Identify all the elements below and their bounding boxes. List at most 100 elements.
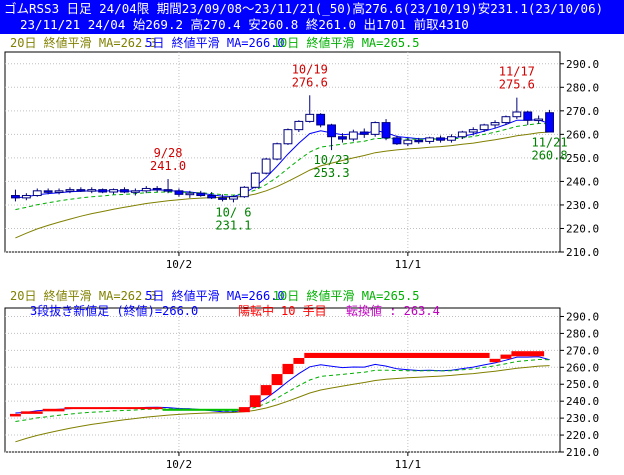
break-brick: [304, 352, 490, 358]
candle-body: [76, 189, 86, 192]
candle-body: [327, 124, 336, 138]
break-brick: [64, 407, 163, 410]
upper-ma-line: [15, 122, 550, 211]
candle-body: [98, 189, 108, 193]
break-brick: [238, 407, 250, 413]
lower-info-text: 10 手目: [281, 304, 327, 318]
candle-body: [11, 195, 20, 199]
candle-body: [207, 195, 217, 199]
upper-ytick-label: 270.0: [566, 105, 599, 118]
candle-body: [425, 137, 435, 142]
candle-body: [305, 113, 315, 122]
upper-xtick-label: 10/2: [166, 258, 193, 271]
header-title-line: ゴムRSS3 日足 24/04限 期間23/09/08～23/11/21(_50…: [4, 1, 604, 16]
lower-ytick-label: 210.0: [566, 446, 599, 459]
candle-body: [294, 120, 304, 131]
annotation-date: 9/28: [154, 146, 183, 160]
upper-plot-area: [4, 51, 561, 253]
upper-ytick-label: 290.0: [566, 58, 599, 71]
annotation-date: 10/19: [292, 62, 328, 76]
lower-ytick-label: 220.0: [566, 429, 599, 442]
candle-body: [479, 124, 489, 131]
lower-ytick-label: 290.0: [566, 310, 599, 323]
annotation-value: 231.1: [215, 218, 251, 232]
break-brick: [282, 363, 294, 375]
upper-ma-line: [15, 131, 550, 239]
candle-body: [348, 131, 358, 140]
upper-ytick-label: 280.0: [566, 81, 599, 94]
candle-body: [392, 137, 402, 145]
lower-ytick-label: 240.0: [566, 395, 599, 408]
break-brick: [20, 411, 43, 414]
lower-xtick-label: 10/2: [166, 458, 193, 471]
annotation-value: 253.3: [313, 166, 349, 180]
candle-body: [414, 139, 424, 143]
candle-body: [501, 116, 511, 124]
annotation-value: 275.6: [499, 78, 535, 92]
candle-body: [141, 187, 151, 192]
candle-body: [272, 143, 282, 160]
upper-legend-entry: 20日 終値平滑 MA=262.3: [10, 35, 157, 50]
candle-body: [523, 111, 533, 121]
candle-body: [65, 189, 75, 192]
lower-ma-line: [15, 365, 550, 443]
candle-body: [283, 129, 293, 145]
upper-xtick-label: 11/1: [395, 258, 422, 271]
lower-info-text: 3段抜き新値足 (終値)=266.0: [30, 303, 198, 318]
lower-ytick-label: 260.0: [566, 361, 599, 374]
candle-body: [512, 111, 522, 118]
lower-ytick-label: 280.0: [566, 327, 599, 340]
candle-body: [436, 137, 445, 141]
break-brick: [42, 408, 65, 412]
candle-body: [490, 122, 500, 126]
candle-body: [239, 186, 249, 198]
annotation-value: 276.6: [292, 75, 328, 89]
candle-body: [130, 190, 140, 193]
candle-body: [196, 192, 206, 197]
break-brick: [260, 385, 272, 396]
candle-body: [218, 197, 227, 200]
upper-ytick-label: 260.0: [566, 128, 599, 141]
break-brick: [500, 354, 512, 359]
lower-legend-entry: 20日 終値平滑 MA=262.3: [10, 288, 157, 303]
upper-ytick-label: 250.0: [566, 152, 599, 165]
annotation-value: 260.8: [531, 148, 567, 162]
candle-body: [261, 158, 271, 174]
upper-ytick-label: 240.0: [566, 175, 599, 188]
lower-ytick-label: 270.0: [566, 344, 599, 357]
upper-ytick-label: 210.0: [566, 246, 599, 259]
break-brick: [10, 413, 21, 417]
candle-body: [370, 122, 380, 135]
candle-body: [152, 187, 162, 191]
break-brick: [271, 374, 283, 386]
candle-body: [43, 190, 53, 193]
lower-legend-entry: 10日 終値平滑 MA=265.5: [273, 288, 420, 303]
upper-legend-entry: 10日 終値平滑 MA=265.5: [273, 35, 420, 50]
candle-body: [316, 113, 326, 126]
candle-body: [403, 139, 413, 145]
break-brick: [249, 395, 261, 408]
candle-body: [87, 189, 97, 192]
lower-xtick-label: 11/1: [395, 458, 422, 471]
lower-ytick-label: 250.0: [566, 378, 599, 391]
annotation-date: 11/17: [499, 65, 535, 79]
candle-body: [447, 136, 456, 141]
lower-legend-entry: 5日 終値平滑 MA=266.0: [145, 288, 284, 303]
annotation-date: 11/21: [531, 135, 567, 149]
upper-ytick-label: 220.0: [566, 222, 599, 235]
candle-body: [545, 112, 554, 133]
candle-body: [163, 189, 173, 192]
candle-body: [32, 190, 42, 197]
break-brick: [511, 351, 545, 357]
candle-body: [21, 195, 31, 199]
lower-info-text: 転換値 : 263.4: [346, 303, 440, 318]
break-brick: [162, 408, 239, 411]
candle-body: [468, 129, 478, 133]
header-ohlc-line: 23/11/21 24/04 始269.2 高270.4 安260.8 終261…: [20, 17, 469, 32]
candle-body: [109, 189, 118, 193]
candle-body: [185, 192, 195, 196]
annotation-date: 10/ 6: [215, 205, 251, 219]
candle-body: [338, 136, 347, 140]
lower-ytick-label: 230.0: [566, 412, 599, 425]
